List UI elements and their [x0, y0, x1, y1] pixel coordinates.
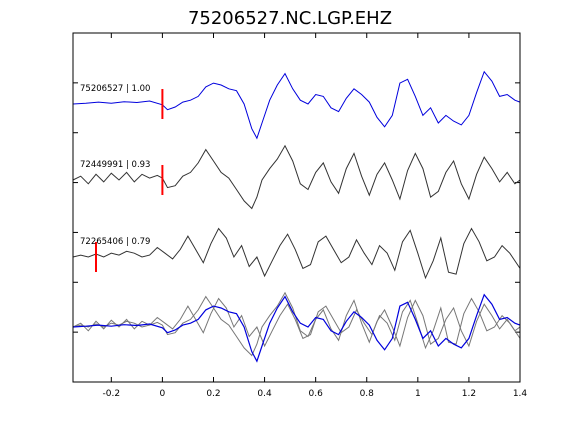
x-tick-label: 0.4 [257, 389, 272, 399]
x-tick-label: 0.8 [360, 389, 375, 399]
traces-layer: 75206527 | 1.00 72449991 | 0.93 72265406 |… [72, 70, 521, 280]
overlay-trace-2 [72, 291, 521, 357]
trace-label-1: 75206527 | 1.00 [80, 84, 150, 94]
trace-line-3 [72, 227, 521, 280]
x-tick-label: 1.2 [462, 389, 476, 399]
plot-frame [72, 32, 521, 383]
overlay-layer [72, 291, 521, 363]
trace-line-2 [72, 144, 521, 210]
x-tick-label: 0.6 [308, 389, 323, 399]
trace-label-2: 72449991 | 0.93 [80, 160, 150, 170]
trace-line-1 [72, 70, 521, 140]
x-tick-label: -0.2 [103, 389, 121, 399]
x-axis-ticks: -0.2 0 0.2 0.4 0.6 0.8 1 1.2 1.4 [73, 33, 527, 399]
x-tick-label: 0.2 [206, 389, 220, 399]
chart-title: 75206527.NC.LGP.EHZ [188, 8, 392, 29]
x-tick-label: 0 [160, 389, 166, 399]
x-tick-label: 1.4 [513, 389, 528, 399]
trace-label-3: 72265406 | 0.79 [80, 237, 150, 247]
x-tick-label: 1 [415, 389, 421, 399]
overlay-trace-3 [72, 297, 521, 350]
overlay-trace-1 [72, 293, 521, 363]
